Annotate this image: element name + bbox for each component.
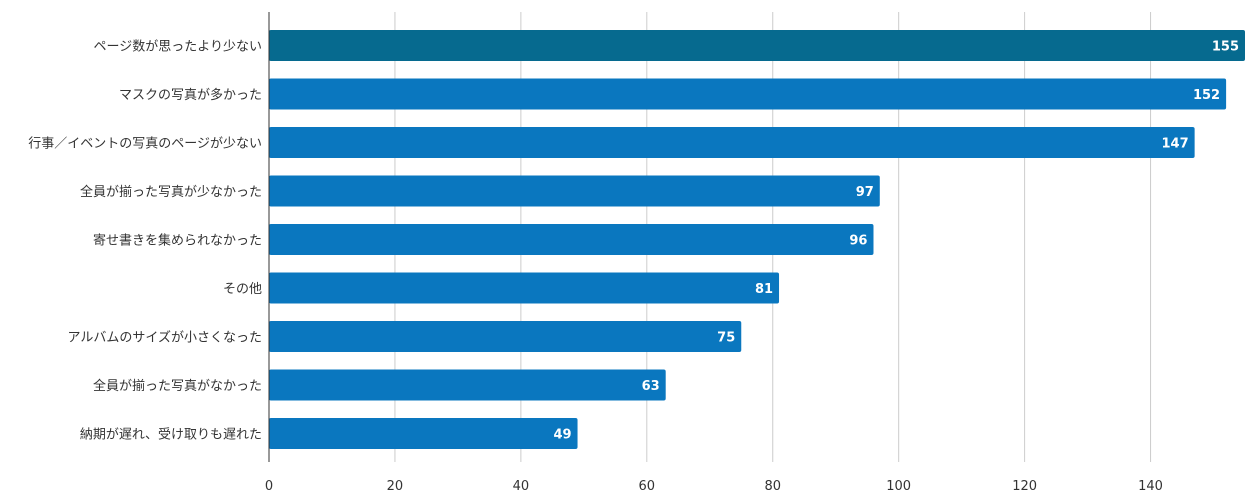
bar xyxy=(269,30,1245,61)
bar xyxy=(269,224,874,255)
category-labels: ページ数が思ったより少ないマスクの写真が多かった行事／イベントの写真のページが少… xyxy=(28,40,262,443)
bar-value-label: 96 xyxy=(849,234,867,249)
bar-value-label: 75 xyxy=(717,331,735,346)
category-label: 行事／イベントの写真のページが少ない xyxy=(28,137,262,152)
x-tick-labels: 0 20 40 60 80 100 120 140 xyxy=(265,479,1163,494)
category-label: 全員が揃った写真が少なかった xyxy=(80,184,262,200)
category-label: 寄せ書きを集められなかった xyxy=(93,233,262,249)
category-label: ページ数が思ったより少ない xyxy=(94,40,262,55)
bar xyxy=(269,127,1195,158)
bar-value-label: 155 xyxy=(1212,40,1239,55)
bar xyxy=(269,175,880,207)
x-tick-label: 140 xyxy=(1138,479,1163,494)
bar-value-label: 81 xyxy=(755,282,773,297)
bar xyxy=(269,321,742,352)
category-label: 納期が遅れ、受け取りも遅れた xyxy=(80,428,262,443)
bar xyxy=(269,369,666,401)
category-label: 全員が揃った写真がなかった xyxy=(93,378,262,394)
bar-value-label: 147 xyxy=(1161,137,1188,152)
category-label: マスクの写真が多かった xyxy=(119,87,262,103)
bar xyxy=(269,272,780,304)
bar-value-label: 63 xyxy=(642,379,660,394)
bar-value-label: 152 xyxy=(1193,88,1220,103)
bar xyxy=(269,78,1227,110)
x-tick-label: 0 xyxy=(265,479,273,494)
x-tick-label: 40 xyxy=(513,479,530,494)
bars: 155 152 147 97 96 81 75 63 49 xyxy=(269,30,1245,449)
x-tick-label: 100 xyxy=(886,479,911,494)
bar-value-label: 97 xyxy=(856,185,874,200)
bar-value-label: 49 xyxy=(553,428,571,443)
x-tick-label: 80 xyxy=(764,479,781,494)
bar xyxy=(269,418,578,449)
x-tick-label: 120 xyxy=(1012,479,1037,494)
category-label: アルバムのサイズが小さくなった xyxy=(68,330,262,346)
category-label: その他 xyxy=(223,282,262,297)
x-tick-label: 20 xyxy=(387,479,404,494)
x-tick-label: 60 xyxy=(639,479,656,494)
